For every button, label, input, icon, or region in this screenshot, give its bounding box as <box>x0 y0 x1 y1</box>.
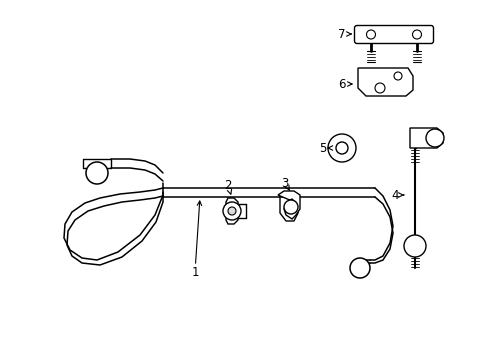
Text: 4: 4 <box>390 189 398 202</box>
Text: 2: 2 <box>224 179 231 192</box>
Circle shape <box>412 30 421 39</box>
Circle shape <box>227 207 236 215</box>
Text: 7: 7 <box>338 27 345 41</box>
Text: 3: 3 <box>281 176 288 189</box>
Circle shape <box>374 83 384 93</box>
FancyBboxPatch shape <box>354 26 433 44</box>
Circle shape <box>335 142 347 154</box>
Circle shape <box>86 162 108 184</box>
Circle shape <box>284 200 297 214</box>
Polygon shape <box>278 191 299 219</box>
Polygon shape <box>225 198 238 224</box>
Text: 1: 1 <box>191 266 198 279</box>
Text: 6: 6 <box>338 77 345 90</box>
Circle shape <box>327 134 355 162</box>
Polygon shape <box>357 68 412 96</box>
Circle shape <box>366 30 375 39</box>
Text: 5: 5 <box>319 141 326 154</box>
Circle shape <box>403 235 425 257</box>
Circle shape <box>425 129 443 147</box>
Polygon shape <box>409 128 442 148</box>
Circle shape <box>393 72 401 80</box>
Circle shape <box>223 202 241 220</box>
Circle shape <box>349 258 369 278</box>
